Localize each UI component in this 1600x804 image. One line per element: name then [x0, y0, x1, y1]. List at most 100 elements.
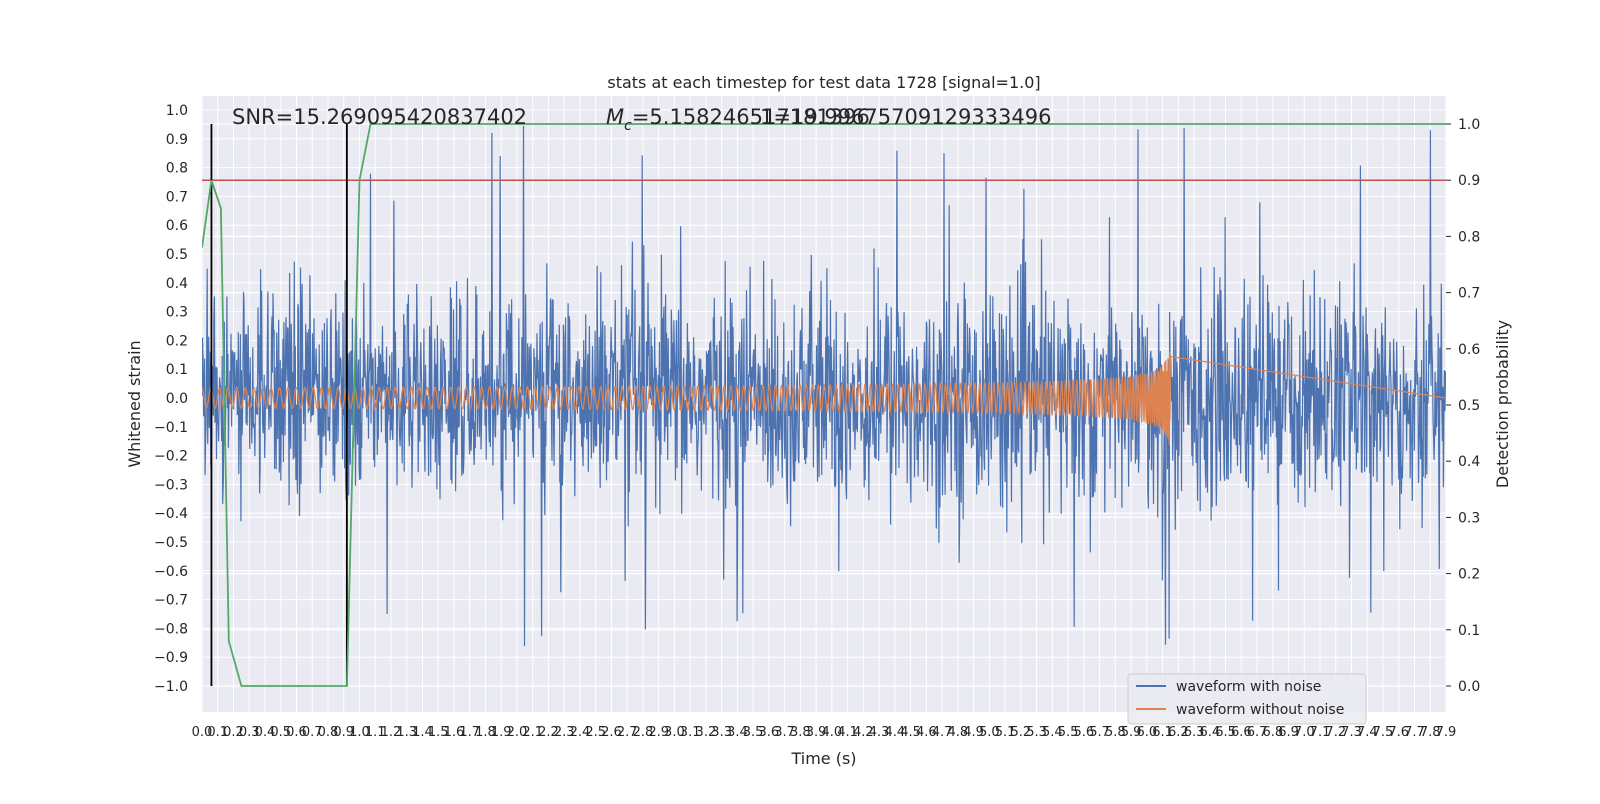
x-tick-label: 0.4	[255, 725, 276, 740]
x-tick-label: 1.7	[459, 725, 480, 740]
y-tick-label: 0.1	[166, 362, 188, 378]
x-tick-label: 0.3	[239, 725, 260, 740]
x-tick-label: 0.0	[192, 725, 213, 740]
x-tick-label: 3.8	[790, 725, 811, 740]
x-tick-label: 6.3	[1184, 725, 1205, 740]
x-tick-label: 4.7	[932, 725, 953, 740]
x-tick-label: 5.5	[1058, 725, 1079, 740]
y-tick-label: −0.6	[154, 564, 188, 580]
x-tick-label: 3.4	[727, 725, 748, 740]
y-tick-label: 0.7	[166, 189, 188, 205]
x-tick-label: 5.0	[979, 725, 1000, 740]
y-tick-label: 1.0	[166, 103, 188, 119]
x-tick-label: 0.6	[286, 725, 307, 740]
x-tick-label: 4.6	[916, 725, 937, 740]
x-tick-label: 2.7	[617, 725, 638, 740]
x-tick-label: 0.7	[302, 725, 323, 740]
x-tick-label: 2.4	[570, 725, 591, 740]
y-tick-label: −1.0	[154, 679, 188, 695]
x-tick-label: 7.6	[1388, 725, 1409, 740]
y2-tick-label: 0.3	[1458, 510, 1480, 526]
x-tick-label: 6.6	[1231, 725, 1252, 740]
x-tick-label: 4.8	[948, 725, 969, 740]
x-tick-label: 7.8	[1420, 725, 1441, 740]
x-tick-label: 5.9	[1121, 725, 1142, 740]
x-tick-label: 3.9	[806, 725, 827, 740]
y2-tick-label: 0.6	[1458, 342, 1480, 358]
x-tick-label: 7.7	[1404, 725, 1425, 740]
y-tick-label: 0.5	[166, 247, 188, 263]
x-tick-label: 1.6	[444, 725, 465, 740]
y2-tick-label: 0.5	[1458, 398, 1480, 414]
x-tick-label: 1.4	[412, 725, 433, 740]
y-tick-label: 0.0	[166, 391, 188, 407]
y-tick-label: −0.2	[154, 449, 188, 465]
y-tick-label: 0.6	[166, 218, 188, 234]
x-tick-label: 4.0	[822, 725, 843, 740]
x-tick-label: 3.5	[743, 725, 764, 740]
x-tick-label: 6.1	[1152, 725, 1173, 740]
x-tick-label: 2.5	[585, 725, 606, 740]
x-tick-label: 7.5	[1373, 725, 1394, 740]
y-tick-label: −0.5	[154, 535, 188, 551]
x-tick-label: 7.3	[1341, 725, 1362, 740]
y-tick-label: 0.4	[166, 276, 188, 292]
x-tick-label: 2.0	[507, 725, 528, 740]
x-tick-label: 2.9	[648, 725, 669, 740]
y-tick-label: −0.8	[154, 621, 188, 637]
snr-annotation: SNR=15.269095420837402	[232, 105, 527, 129]
x-tick-label: 2.6	[601, 725, 622, 740]
x-tick-label: 3.2	[696, 725, 717, 740]
x-tick-label: 5.7	[1089, 725, 1110, 740]
x-tick-label: 2.3	[554, 725, 575, 740]
y-tick-label: −0.4	[154, 506, 188, 522]
y2-tick-label: 0.1	[1458, 623, 1480, 639]
x-tick-label: 2.2	[538, 725, 559, 740]
y2-tick-label: 0.7	[1458, 286, 1480, 302]
chirp-mass-subscript: c	[624, 118, 632, 134]
x-tick-label: 4.5	[900, 725, 921, 740]
x-tick-label: 1.8	[475, 725, 496, 740]
x-tick-label: 6.8	[1262, 725, 1283, 740]
legend-label-clean: waveform without noise	[1176, 702, 1344, 718]
y-tick-label: −0.9	[154, 650, 188, 666]
x-tick-label: 3.1	[680, 725, 701, 740]
y2-tick-label: 0.0	[1458, 679, 1480, 695]
x-tick-label: 1.3	[396, 725, 417, 740]
x-tick-label: 0.2	[223, 725, 244, 740]
x-tick-label: 7.1	[1310, 725, 1331, 740]
x-tick-label: 6.5	[1215, 725, 1236, 740]
x-tick-label: 4.9	[963, 725, 984, 740]
y-tick-label: −0.7	[154, 593, 188, 609]
x-tick-label: 1.0	[349, 725, 370, 740]
x-tick-label: 1.2	[381, 725, 402, 740]
chirp-mass-annotation: Mc=5.158246517181396	[606, 105, 870, 134]
x-tick-label: 1.1	[365, 725, 386, 740]
x-tick-label: 3.3	[711, 725, 732, 740]
x-tick-label: 2.8	[633, 725, 654, 740]
y2-axis-label: Detection probability	[1493, 320, 1512, 488]
x-tick-label: 6.9	[1278, 725, 1299, 740]
y-tick-label: −0.3	[154, 477, 188, 493]
x-tick-label: 6.7	[1247, 725, 1268, 740]
chirp-mass-value: =5.158246517181396	[632, 105, 870, 129]
x-tick-label: 5.1	[995, 725, 1016, 740]
x-tick-label: 7.4	[1357, 725, 1378, 740]
chirp-mass-symbol: M	[606, 105, 624, 129]
x-tick-label: 5.3	[1026, 725, 1047, 740]
x-tick-label: 4.3	[869, 725, 890, 740]
legend: waveform with noise waveform without noi…	[1127, 673, 1367, 725]
legend-box	[1127, 673, 1367, 725]
x-tick-label: 5.8	[1105, 725, 1126, 740]
axes-layer: 0.00.10.20.30.40.50.60.70.80.91.01.11.21…	[154, 103, 1480, 740]
x-tick-label: 7.9	[1436, 725, 1457, 740]
x-axis-label: Time (s)	[790, 749, 856, 768]
x-tick-label: 4.2	[853, 725, 874, 740]
y2-tick-label: 1.0	[1458, 117, 1480, 133]
legend-label-noise: waveform with noise	[1176, 679, 1321, 695]
x-tick-label: 1.5	[428, 725, 449, 740]
x-tick-label: 1.9	[491, 725, 512, 740]
x-tick-label: 0.8	[318, 725, 339, 740]
x-tick-label: 3.0	[664, 725, 685, 740]
